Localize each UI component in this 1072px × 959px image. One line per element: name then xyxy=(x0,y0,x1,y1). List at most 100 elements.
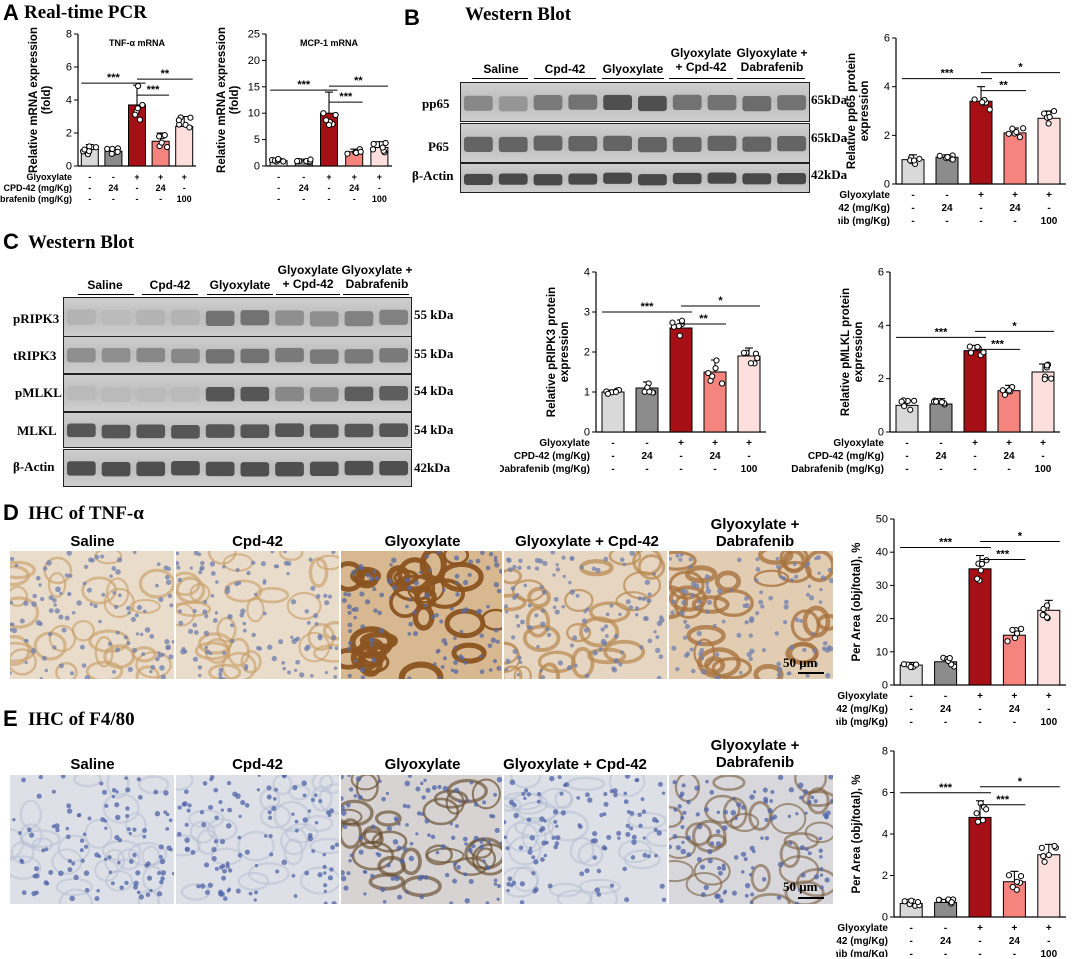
nucleus xyxy=(38,621,43,627)
treatment-row-label: Dabrafenib (mg/Kg) xyxy=(500,464,590,475)
nucleus xyxy=(468,878,474,885)
nucleus xyxy=(523,583,528,588)
y-tick-label: 20 xyxy=(876,613,888,625)
nucleus xyxy=(749,900,754,904)
nucleus xyxy=(136,890,141,895)
blot-band xyxy=(136,461,166,477)
nucleus xyxy=(449,821,453,826)
nucleus xyxy=(343,885,349,891)
nucleus xyxy=(682,635,688,640)
treatment-row-label: Glyoxylate xyxy=(837,923,888,934)
band-label-c-actin: β-Actin xyxy=(13,459,55,474)
nucleus xyxy=(534,557,541,564)
nucleus xyxy=(100,817,106,822)
nucleus xyxy=(350,570,357,576)
tubule xyxy=(316,554,339,571)
nucleus xyxy=(10,556,15,562)
ihc-e-image-glyox-cpd xyxy=(504,775,667,904)
y-tick-label: 4 xyxy=(878,320,884,332)
nucleus xyxy=(620,650,624,655)
nucleus xyxy=(431,614,436,619)
nucleus xyxy=(258,646,263,651)
nucleus xyxy=(149,888,153,893)
nucleus xyxy=(294,819,299,824)
nucleus xyxy=(749,845,755,851)
nucleus xyxy=(496,588,502,594)
nucleus xyxy=(427,833,431,837)
nucleus xyxy=(686,799,691,805)
nucleus xyxy=(740,805,746,810)
nucleus xyxy=(266,794,272,800)
nucleus xyxy=(706,599,712,606)
treatment-value: - xyxy=(1013,216,1016,227)
blot-band xyxy=(171,387,200,402)
nucleus xyxy=(304,609,309,614)
treatment-value: - xyxy=(88,172,91,182)
nucleus xyxy=(583,627,590,633)
nucleus xyxy=(434,612,440,618)
tubule xyxy=(513,665,532,679)
data-point xyxy=(187,114,194,121)
nucleus xyxy=(494,827,500,834)
blot-band xyxy=(136,347,166,363)
nucleus xyxy=(204,645,208,650)
data-point xyxy=(705,369,712,377)
significance-label: *** xyxy=(147,84,161,96)
tubule xyxy=(627,811,667,830)
tubule xyxy=(208,663,242,679)
tubule xyxy=(504,593,527,612)
nucleus xyxy=(440,665,445,669)
nucleus xyxy=(685,835,691,841)
nucleus xyxy=(641,809,647,814)
nucleus xyxy=(680,824,685,830)
nucleus xyxy=(230,623,235,628)
nucleus xyxy=(455,592,460,597)
nucleus xyxy=(700,669,707,675)
treatment-value: - xyxy=(88,183,91,193)
nucleus xyxy=(275,869,280,874)
blot-band xyxy=(498,96,528,112)
treatment-row-label: Dabrafenib (mg/Kg) xyxy=(0,194,72,204)
nucleus xyxy=(323,889,327,893)
nucleus xyxy=(79,838,85,843)
nucleus xyxy=(397,822,401,826)
tubule xyxy=(712,775,746,791)
nucleus xyxy=(697,824,703,830)
treatment-value: - xyxy=(713,464,716,475)
nucleus xyxy=(24,660,28,665)
nucleus xyxy=(407,585,413,591)
nucleus xyxy=(487,840,492,844)
nucleus xyxy=(253,592,258,597)
panel-letter-d: D xyxy=(3,500,19,525)
nucleus xyxy=(603,801,609,807)
nucleus xyxy=(792,562,797,567)
nucleus xyxy=(768,595,774,601)
nucleus xyxy=(555,563,559,567)
nucleus xyxy=(471,844,476,849)
nucleus xyxy=(631,834,637,840)
blot-b-lane-saline: Saline xyxy=(483,62,519,76)
data-point xyxy=(280,158,287,165)
nucleus xyxy=(682,810,687,815)
nucleus xyxy=(199,566,204,571)
nucleus xyxy=(353,659,358,663)
y-tick-label: 6 xyxy=(878,267,884,279)
tubule xyxy=(319,775,339,794)
nucleus xyxy=(504,835,507,840)
treatment-value: - xyxy=(1013,717,1016,728)
nucleus xyxy=(301,780,307,786)
nucleus xyxy=(653,827,658,832)
nucleus xyxy=(488,551,494,557)
nucleus xyxy=(755,557,760,562)
nucleus xyxy=(20,859,25,865)
nucleus xyxy=(512,564,517,570)
nucleus xyxy=(193,630,199,635)
y-tick-label: 6 xyxy=(884,33,890,45)
nucleus xyxy=(496,897,500,901)
tubule xyxy=(94,636,114,668)
treatment-value: + xyxy=(1012,190,1018,201)
nucleus xyxy=(659,883,665,889)
treatment-value: - xyxy=(905,464,908,475)
